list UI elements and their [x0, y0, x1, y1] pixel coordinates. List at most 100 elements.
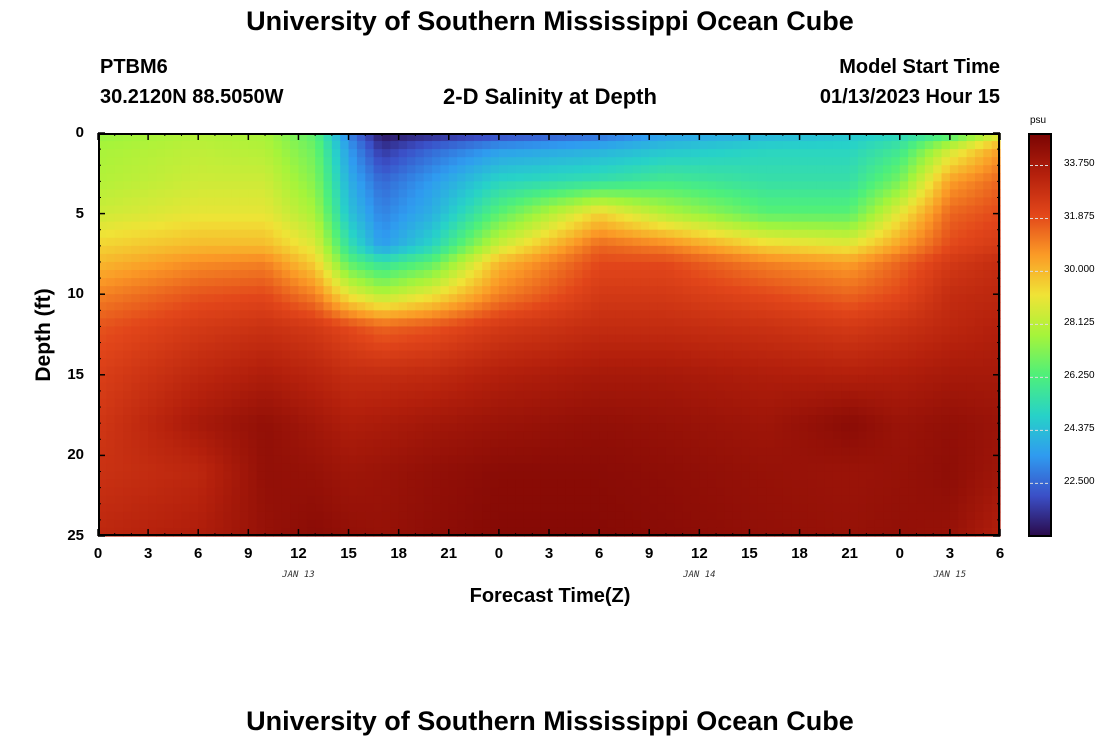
heatmap-cell [273, 302, 283, 311]
heatmap-cell [407, 189, 416, 199]
heatmap-cell [206, 471, 216, 481]
heatmap-cell [540, 310, 550, 319]
heatmap-cell [148, 270, 158, 279]
heatmap-cell [540, 318, 550, 328]
heatmap-cell [574, 278, 584, 287]
heatmap-cell [665, 181, 675, 191]
heatmap-cell [674, 278, 684, 287]
heatmap-cell [966, 318, 976, 328]
heatmap-cell [365, 245, 375, 255]
heatmap-cell [716, 270, 725, 279]
heatmap-cell [782, 382, 792, 392]
heatmap-cell [164, 398, 174, 408]
heatmap-cell [983, 294, 993, 303]
heatmap-cell [590, 213, 600, 223]
heatmap-cell [540, 455, 550, 465]
heatmap-cell [941, 382, 951, 392]
heatmap-cell [574, 294, 584, 303]
heatmap-cell [265, 157, 274, 166]
heatmap-cell [498, 278, 508, 287]
heatmap-cell [206, 390, 216, 400]
heatmap-cell [966, 189, 976, 199]
heatmap-cell [348, 286, 358, 295]
heatmap-cell [223, 141, 233, 150]
heatmap-cell [540, 253, 550, 263]
heatmap-cell [448, 197, 458, 207]
heatmap-cell [181, 253, 191, 263]
heatmap-cell [507, 447, 517, 456]
heatmap-cell [256, 253, 266, 263]
heatmap-cell [248, 415, 258, 424]
heatmap-cell [181, 358, 191, 368]
heatmap-cell [699, 294, 709, 303]
heatmap-cell [465, 286, 475, 295]
heatmap-cell [315, 318, 325, 328]
heatmap-cell [139, 141, 149, 150]
heatmap-cell [507, 286, 517, 295]
heatmap-cell [331, 358, 341, 368]
heatmap-cell [206, 455, 216, 465]
heatmap-cell [189, 439, 199, 448]
heatmap-cell [732, 157, 742, 166]
heatmap-cell [356, 237, 366, 247]
heatmap-cell [933, 318, 943, 328]
heatmap-cell [423, 487, 433, 497]
heatmap-cell [532, 205, 542, 215]
heatmap-cell [899, 423, 909, 432]
heatmap-cell [599, 141, 609, 150]
heatmap-cell [665, 334, 675, 344]
heatmap-cell [590, 189, 600, 199]
heatmap-cell [949, 165, 959, 174]
heatmap-cell [690, 350, 700, 360]
heatmap-cell [98, 342, 107, 352]
heatmap-cell [632, 294, 642, 303]
heatmap-cell [340, 149, 350, 158]
heatmap-cell [749, 423, 759, 432]
heatmap-cell [457, 294, 467, 303]
heatmap-cell [991, 237, 1001, 247]
heatmap-cell [106, 431, 116, 440]
heatmap-cell [824, 229, 834, 239]
heatmap-cell [423, 294, 433, 303]
heatmap-cell [590, 318, 600, 328]
heatmap-cell [866, 390, 876, 400]
heatmap-cell [348, 326, 358, 336]
heatmap-cell [774, 455, 784, 465]
heatmap-cell [674, 447, 684, 456]
heatmap-cell [98, 237, 107, 247]
heatmap-cell [590, 221, 600, 231]
heatmap-cell [757, 439, 767, 448]
heatmap-cell [365, 398, 375, 408]
heatmap-cell [148, 229, 158, 239]
heatmap-cell [624, 197, 634, 207]
heatmap-cell [473, 358, 483, 368]
heatmap-cell [707, 487, 717, 497]
heatmap-cell [933, 407, 943, 416]
heatmap-cell [757, 390, 767, 400]
heatmap-cell [214, 237, 224, 247]
heatmap-cell [423, 431, 433, 440]
heatmap-cell [807, 382, 817, 392]
heatmap-cell [974, 221, 984, 231]
heatmap-cell [423, 270, 433, 279]
heatmap-cell [448, 366, 458, 376]
heatmap-cell [649, 423, 659, 432]
heatmap-cell [574, 415, 584, 424]
heatmap-cell [557, 141, 567, 150]
heatmap-cell [323, 358, 333, 368]
heatmap-cell [732, 431, 742, 440]
heatmap-cell [941, 294, 951, 303]
heatmap-cell [908, 245, 918, 255]
heatmap-cell [782, 463, 792, 473]
heatmap-cell [490, 133, 500, 142]
heatmap-cell [891, 398, 901, 408]
heatmap-cell [415, 447, 425, 456]
heatmap-cell [98, 221, 107, 231]
heatmap-cell [682, 358, 692, 368]
heatmap-cell [398, 197, 408, 207]
heatmap-cell [423, 463, 433, 473]
heatmap-cell [473, 479, 483, 489]
heatmap-cell [281, 213, 291, 223]
heatmap-cell [883, 302, 893, 311]
heatmap-cell [766, 471, 776, 481]
